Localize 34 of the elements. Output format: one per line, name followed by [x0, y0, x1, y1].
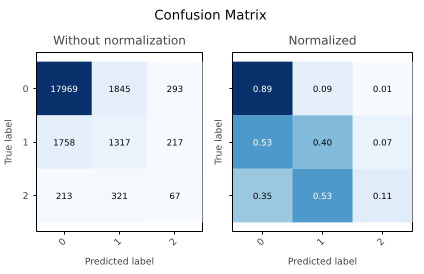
x-tick-label: 1 — [112, 236, 124, 248]
data-label: 1758 — [53, 138, 76, 148]
data-label: 321 — [111, 192, 128, 202]
x-tick-label: 2 — [167, 236, 180, 248]
data-label: 0.07 — [372, 138, 392, 148]
data-label: 0.89 — [252, 84, 272, 95]
y-axis-title: True label — [4, 119, 15, 166]
y-axis-title: True label — [214, 119, 224, 166]
data-label: 293 — [166, 84, 184, 95]
data-label: 0.53 — [252, 138, 272, 148]
x-axis-title: Predicted label — [288, 256, 358, 268]
data-label: 17969 — [50, 84, 78, 95]
data-label: 1845 — [108, 84, 131, 95]
y-tick-label: 1 — [22, 138, 29, 148]
data-label: 213 — [56, 192, 72, 202]
chart-title: Without normalization — [53, 34, 186, 48]
data-label: 1317 — [108, 138, 131, 148]
chart-title: Normalized — [288, 34, 357, 48]
y-tick-label: 2 — [22, 191, 29, 202]
x-tick-label: 1 — [315, 236, 328, 248]
x-tick-label: 0 — [56, 236, 69, 248]
text: Confusion Matrix — [154, 8, 267, 24]
data-label: 0.09 — [312, 84, 332, 95]
data-label: 0.01 — [372, 84, 392, 95]
data-label: 0.11 — [372, 192, 392, 202]
data-label: 0.35 — [252, 192, 272, 202]
x-axis-title: Predicted label — [84, 256, 154, 268]
x-tick-label: 0 — [255, 236, 268, 248]
data-label: 0.40 — [312, 138, 332, 148]
data-label: 0.53 — [312, 192, 332, 202]
y-tick-label: 0 — [22, 84, 29, 95]
x-tick-label: 2 — [375, 236, 388, 248]
data-label: 67 — [169, 192, 180, 202]
data-label: 217 — [166, 138, 184, 148]
